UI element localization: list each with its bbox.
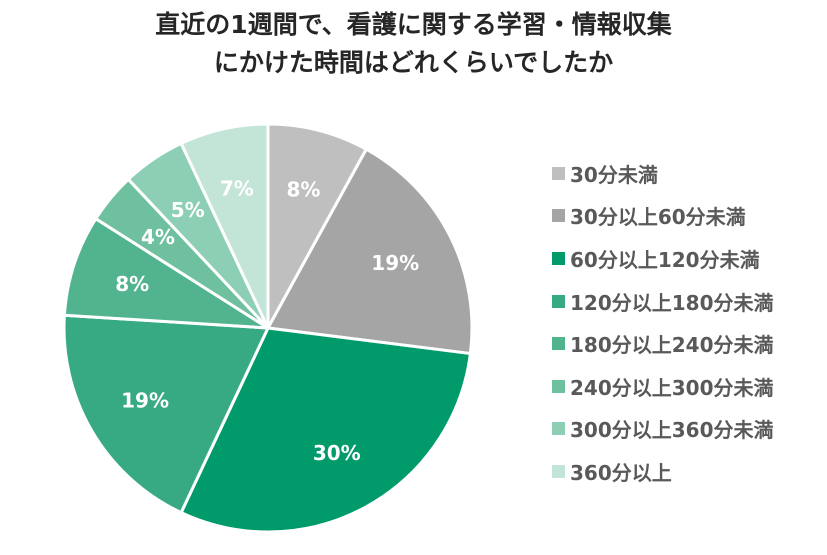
- legend-label: 60分以上120分未満: [570, 247, 760, 272]
- pie-data-label: 8%: [287, 178, 321, 202]
- pie-data-label: 7%: [220, 177, 254, 201]
- pie-slice: [179, 122, 270, 330]
- legend-label: 240分以上300分未満: [570, 375, 774, 400]
- legend-swatch: [552, 294, 565, 308]
- legend-label: 30分以上60分未満: [570, 205, 746, 230]
- legend-item: 300分以上360分未満: [552, 408, 822, 451]
- pie-slice: [179, 326, 472, 534]
- legend-item: 60分以上120分未満: [552, 237, 822, 280]
- legend-swatch: [552, 166, 565, 180]
- legend-label: 360分以上: [570, 460, 672, 485]
- legend-swatch: [552, 379, 565, 393]
- legend: 30分未満 30分以上60分未満 60分以上120分未満 120分以上180分未満 18…: [552, 152, 822, 493]
- pie-data-label: 4%: [141, 225, 175, 249]
- legend-item: 240分以上300分未満: [552, 365, 822, 408]
- pie-slice: [62, 217, 270, 330]
- legend-swatch: [552, 251, 565, 265]
- legend-label: 180分以上240分未満: [570, 333, 774, 358]
- pie-slice: [266, 147, 474, 356]
- pie-data-label: 19%: [121, 389, 169, 413]
- pie-slice: [62, 313, 270, 515]
- legend-item: 30分未満: [552, 152, 822, 195]
- chart-title-line-1: 直近の1週間で、看護に関する学習・情報収集: [155, 10, 672, 39]
- legend-swatch: [552, 209, 565, 223]
- legend-item: 360分以上: [552, 450, 822, 493]
- legend-item: 120分以上180分未満: [552, 280, 822, 323]
- pie-slice: [266, 122, 368, 330]
- chart-title: 直近の1週間で、看護に関する学習・情報収集 にかけた時間はどれくらいでしたか: [0, 6, 827, 82]
- legend-swatch: [552, 337, 565, 351]
- legend-label: 120分以上180分未満: [570, 290, 774, 315]
- chart-title-line-2: にかけた時間はどれくらいでしたか: [213, 48, 614, 77]
- legend-label: 30分未満: [570, 162, 658, 187]
- legend-swatch: [552, 422, 565, 436]
- pie-data-label: 5%: [171, 198, 205, 222]
- legend-label: 300分以上360分未満: [570, 418, 774, 443]
- legend-swatch: [552, 464, 565, 478]
- legend-item: 180分以上240分未満: [552, 322, 822, 365]
- legend-item: 30分以上60分未満: [552, 195, 822, 238]
- pie-data-label: 8%: [115, 272, 149, 296]
- pie-data-label: 19%: [371, 251, 419, 275]
- pie-data-label: 30%: [313, 441, 361, 465]
